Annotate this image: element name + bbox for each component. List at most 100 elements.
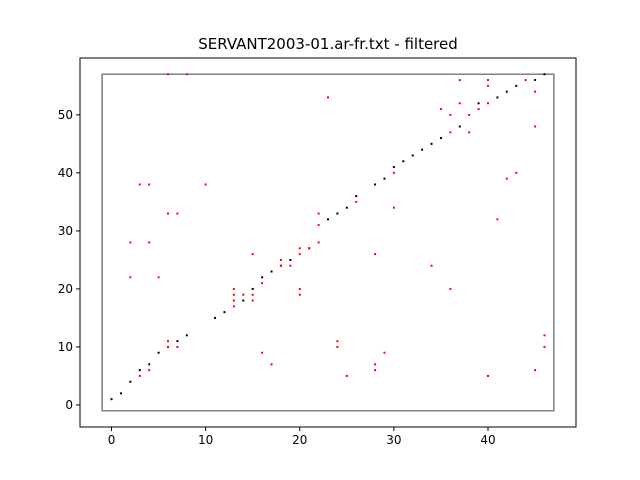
data-point — [119, 392, 122, 395]
chart-title: SERVANT2003-01.ar-fr.txt - filtered — [198, 35, 458, 53]
data-point — [129, 380, 132, 383]
data-point — [487, 84, 489, 87]
data-point — [477, 102, 480, 105]
data-point — [392, 171, 395, 174]
data-point — [129, 276, 132, 279]
data-point — [279, 264, 282, 267]
data-point — [505, 177, 508, 180]
data-point — [176, 340, 179, 343]
y-axis: 0 10 20 30 40 50 — [58, 108, 80, 412]
data-point — [439, 108, 442, 111]
data-point — [534, 369, 537, 372]
data-point — [355, 195, 358, 198]
data-point — [298, 287, 301, 290]
data-point — [449, 287, 452, 290]
data-point — [534, 125, 537, 128]
data-point — [148, 183, 151, 186]
data-point — [223, 311, 226, 314]
data-point — [110, 398, 113, 401]
data-point — [261, 351, 264, 354]
data-point — [289, 264, 292, 267]
data-point — [336, 212, 339, 215]
data-point — [317, 241, 320, 244]
y-tick-label: 20 — [58, 282, 73, 296]
x-tick-label: 20 — [292, 433, 307, 447]
data-point — [439, 137, 442, 140]
data-point — [138, 374, 141, 377]
data-point — [345, 374, 348, 377]
data-point — [176, 345, 179, 348]
data-point — [543, 334, 546, 337]
data-point — [449, 131, 452, 134]
x-tick-label: 30 — [386, 433, 401, 447]
data-point — [138, 369, 141, 372]
data-point — [185, 334, 188, 337]
data-point — [345, 206, 348, 209]
data-point — [458, 79, 461, 82]
data-point — [242, 299, 245, 302]
data-point — [355, 200, 358, 203]
data-point — [336, 345, 339, 348]
data-point — [204, 183, 207, 186]
data-point — [148, 363, 151, 366]
data-point — [232, 287, 235, 290]
data-point — [242, 293, 245, 296]
data-point — [251, 253, 254, 256]
data-point — [157, 276, 160, 279]
y-tick-label: 10 — [58, 340, 73, 354]
data-point — [251, 293, 254, 296]
data-point — [496, 96, 499, 99]
y-tick-label: 40 — [58, 166, 73, 180]
data-point — [383, 351, 386, 354]
data-point — [148, 369, 151, 372]
data-point — [468, 131, 471, 134]
data-point — [298, 293, 301, 296]
data-points — [110, 73, 546, 401]
data-point — [468, 113, 471, 116]
data-point — [129, 241, 132, 244]
plot-frame — [79, 57, 577, 428]
data-point — [449, 113, 452, 116]
data-point — [327, 218, 329, 221]
data-point — [148, 241, 151, 244]
data-point — [232, 299, 235, 302]
data-point — [308, 247, 311, 250]
data-point — [270, 270, 273, 273]
aligned-region-box — [101, 73, 555, 412]
y-tick-label: 50 — [58, 108, 73, 122]
y-tick-label: 30 — [58, 224, 73, 238]
data-point — [289, 258, 292, 261]
data-point — [251, 287, 254, 290]
data-point — [214, 316, 217, 319]
data-point — [261, 276, 264, 279]
data-point — [534, 90, 537, 93]
data-point — [487, 374, 489, 377]
data-point — [477, 108, 480, 111]
x-axis: 0 10 20 30 40 — [108, 427, 496, 447]
data-point — [487, 79, 489, 82]
data-point — [185, 73, 188, 76]
data-point — [167, 73, 169, 76]
data-point — [534, 79, 537, 82]
data-point — [157, 351, 160, 354]
data-point — [383, 177, 386, 180]
data-point — [298, 253, 301, 256]
data-point — [176, 212, 179, 215]
data-point — [327, 96, 329, 99]
data-point — [298, 247, 301, 250]
x-tick-label: 10 — [198, 433, 213, 447]
data-point — [317, 224, 320, 227]
data-point — [374, 253, 377, 256]
data-point — [317, 212, 320, 215]
data-point — [270, 363, 273, 366]
data-point — [524, 79, 527, 82]
data-point — [421, 148, 424, 151]
data-point — [411, 154, 414, 157]
data-point — [402, 160, 405, 163]
x-tick-label: 40 — [480, 433, 495, 447]
x-tick-label: 0 — [108, 433, 116, 447]
data-point — [543, 345, 546, 348]
data-point — [138, 183, 141, 186]
data-point — [430, 264, 433, 267]
